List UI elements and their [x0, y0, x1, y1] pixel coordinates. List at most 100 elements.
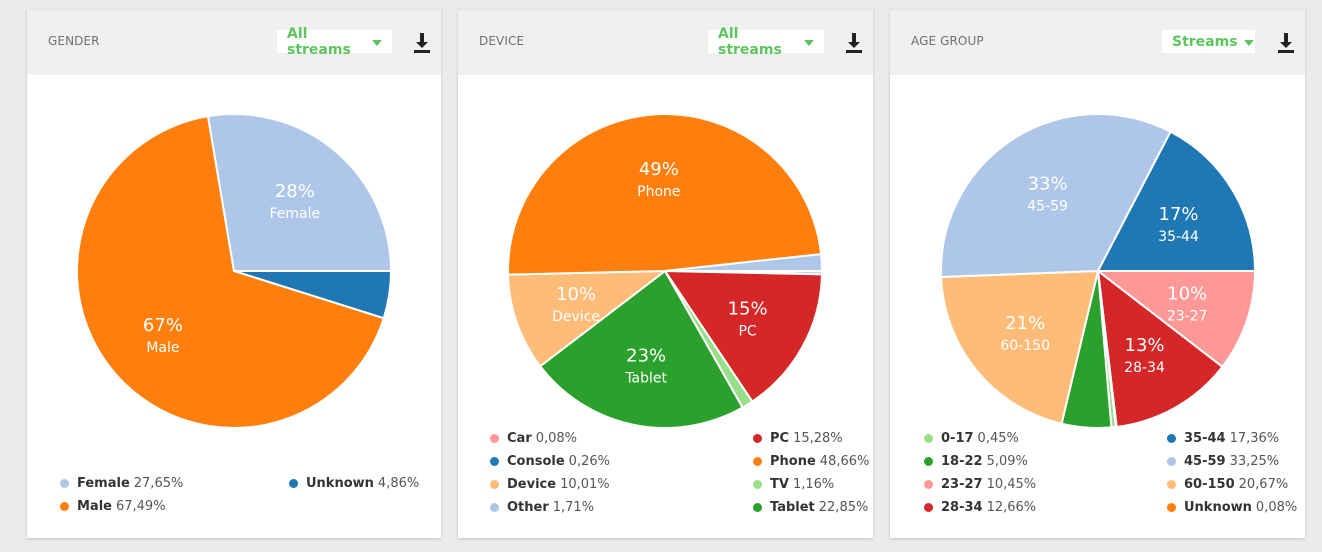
stream-selector[interactable]: All streams: [277, 26, 392, 58]
legend-item[interactable]: 45-59 33,25%: [1167, 452, 1279, 470]
pie-slice-pc[interactable]: [663, 269, 823, 403]
legend-item[interactable]: Car 0,08%: [490, 429, 577, 447]
legend-value: 17,36%: [1229, 430, 1280, 446]
legend-swatch: [924, 479, 933, 489]
legend-item[interactable]: Device 10,01%: [490, 475, 610, 493]
caret-down-icon: [1243, 39, 1254, 46]
slice-name-label: Female: [270, 206, 321, 222]
legend-label: Unknown: [306, 475, 374, 491]
legend-item[interactable]: Other 1,71%: [490, 498, 594, 516]
legend-value: 12,66%: [986, 499, 1037, 515]
legend-item[interactable]: PC 15,28%: [753, 429, 843, 447]
legend-swatch: [289, 478, 298, 488]
age-group-panel: AGE GROUP Streams 10% 23-27 13% 28-34 21% 60-…: [890, 10, 1305, 538]
legend-item[interactable]: 28-34 12,66%: [924, 498, 1036, 516]
legend-swatch: [490, 502, 499, 512]
gender-panel: GENDER All streams 67% Male 28% Female Fema…: [27, 10, 441, 538]
legend-label: Tablet: [770, 499, 815, 515]
download-icon[interactable]: [845, 32, 863, 54]
slice-percent-label: 13%: [1125, 335, 1165, 356]
slice-percent-label: 67%: [143, 315, 183, 336]
legend-item[interactable]: Console 0,26%: [490, 452, 610, 470]
slice-name-label: Device: [552, 309, 600, 325]
legend-label: 45-59: [1184, 453, 1226, 469]
legend-value: 67,49%: [115, 498, 166, 514]
legend-swatch: [1167, 456, 1176, 466]
gender-legend: Female 27,65% Unknown 4,86% Male 67,49%: [27, 474, 441, 518]
slice-name-label: 23-27: [1167, 308, 1208, 324]
slice-percent-label: 17%: [1159, 204, 1199, 225]
legend-label: Female: [77, 475, 130, 491]
slice-name-label: Male: [146, 340, 179, 356]
slice-percent-label: 15%: [728, 298, 768, 319]
legend-value: 1,16%: [792, 476, 835, 492]
pie-slice-35-44[interactable]: [1096, 130, 1257, 272]
slice-name-label: Phone: [637, 184, 680, 200]
stream-selector[interactable]: All streams: [708, 26, 824, 58]
legend-value: 48,66%: [819, 453, 870, 469]
selector-label: All streams: [718, 25, 782, 58]
legend-value: 27,65%: [133, 475, 184, 491]
slice-percent-label: 28%: [275, 181, 315, 202]
legend-item[interactable]: Male 67,49%: [60, 497, 166, 515]
pie-slice-other[interactable]: [664, 253, 824, 272]
legend-item[interactable]: TV 1,16%: [753, 475, 834, 493]
panel-title: AGE GROUP: [911, 34, 984, 48]
legend-value: 0,08%: [535, 430, 578, 446]
pie-slice-male[interactable]: [76, 115, 385, 429]
legend-label: Console: [507, 453, 565, 469]
pie-slice-tablet[interactable]: [538, 269, 744, 429]
pie-slice-45-59[interactable]: [940, 113, 1172, 279]
legend-swatch: [490, 433, 499, 443]
legend-value: 20,67%: [1238, 476, 1289, 492]
legend-label: Car: [507, 430, 532, 446]
download-icon[interactable]: [413, 32, 431, 54]
legend-item[interactable]: Female 27,65%: [60, 474, 183, 492]
legend-value: 0,26%: [568, 453, 610, 469]
panel-title: DEVICE: [479, 34, 525, 48]
legend-item[interactable]: 23-27 10,45%: [924, 475, 1036, 493]
pie-slice-phone[interactable]: [507, 112, 823, 276]
pie-slice-23-27[interactable]: [1095, 270, 1257, 369]
legend-swatch: [1167, 502, 1176, 512]
stream-selector[interactable]: Streams: [1162, 30, 1255, 53]
legend-label: 0-17: [941, 430, 974, 446]
legend-value: 0,08%: [1255, 499, 1298, 515]
slice-percent-label: 10%: [1167, 283, 1207, 304]
pie-slice-female[interactable]: [206, 113, 393, 272]
legend-item[interactable]: Phone 48,66%: [753, 452, 869, 470]
legend-item[interactable]: 0-17 0,45%: [924, 429, 1019, 447]
slice-percent-label: 33%: [1028, 173, 1068, 194]
legend-swatch: [924, 456, 933, 466]
legend-item[interactable]: 18-22 5,09%: [924, 452, 1028, 470]
legend-value: 22,85%: [818, 499, 869, 515]
legend-value: 4,86%: [377, 475, 420, 491]
legend-swatch: [753, 502, 762, 512]
legend-item[interactable]: 35-44 17,36%: [1167, 429, 1279, 447]
legend-label: 23-27: [941, 476, 983, 492]
slice-name-label: PC: [738, 323, 756, 339]
pie-slice-device[interactable]: [507, 269, 669, 368]
slice-name-label: 60-150: [1000, 338, 1050, 354]
panel-title: GENDER: [48, 34, 100, 48]
legend-label: PC: [770, 430, 790, 446]
legend-item[interactable]: Tablet 22,85%: [753, 498, 868, 516]
legend-item[interactable]: 60-150 20,67%: [1167, 475, 1288, 493]
legend-label: Unknown: [1184, 499, 1252, 515]
age-group-legend: 0-17 0,45% 35-44 17,36% 18-22 5,09% 45-59 33,25…: [890, 429, 1305, 521]
slice-percent-label: 49%: [639, 159, 679, 180]
legend-swatch: [60, 501, 69, 511]
device-legend: Car 0,08% PC 15,28% Console 0,26% Phone 48,66% D…: [458, 429, 873, 521]
slice-percent-label: 21%: [1005, 313, 1045, 334]
slice-percent-label: 10%: [556, 284, 596, 305]
pie-slice-28-34[interactable]: [1096, 268, 1224, 429]
pie-slice-60-150[interactable]: [940, 269, 1100, 425]
download-icon[interactable]: [1277, 32, 1295, 54]
legend-item[interactable]: Unknown 0,08%: [1167, 498, 1297, 516]
legend-label: 18-22: [941, 453, 983, 469]
legend-item[interactable]: Unknown 4,86%: [289, 474, 419, 492]
legend-value: 1,71%: [552, 499, 595, 515]
legend-label: Male: [77, 498, 112, 514]
legend-swatch: [490, 479, 499, 489]
